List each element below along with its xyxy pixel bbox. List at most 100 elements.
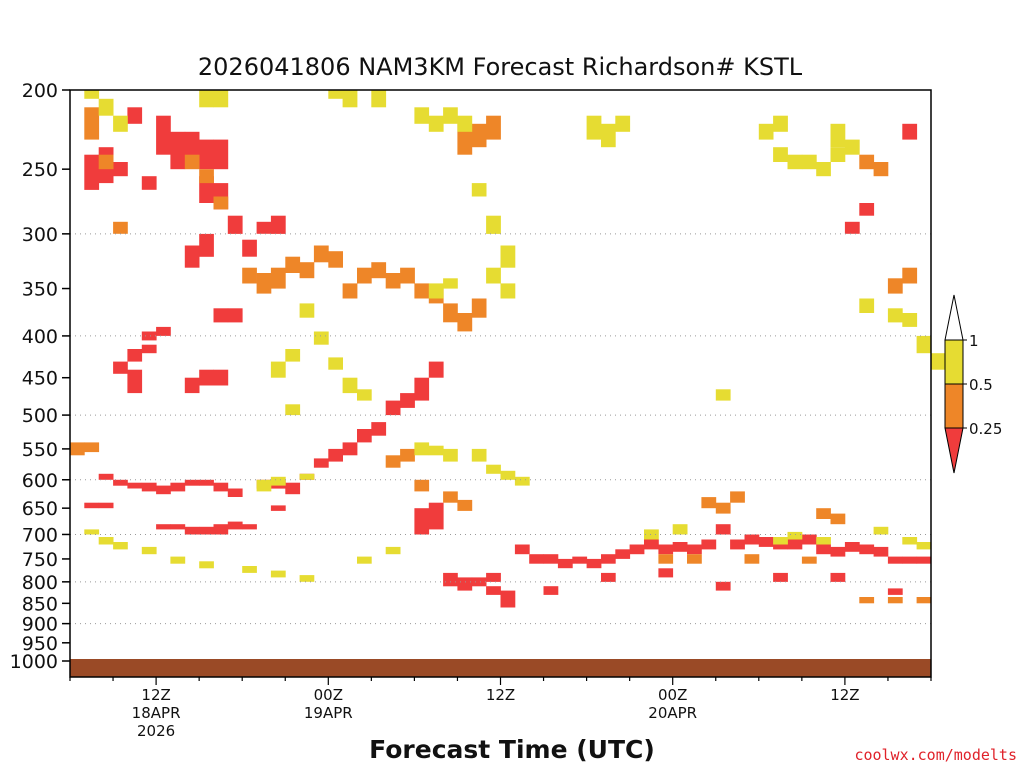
heatmap-cell-0-79 (701, 539, 717, 550)
heatmap-cell-0-69 (557, 558, 573, 569)
heatmap-cell-0-59 (428, 502, 444, 530)
heatmap-cell-0-4 (141, 176, 157, 190)
heatmap-cell-0-32 (141, 482, 157, 492)
heatmap-cell-2-29 (299, 473, 315, 480)
y-tick-label-450: 450 (22, 368, 58, 390)
heatmap-cell-1-35 (830, 513, 846, 525)
x-tick-label-6-1: 18APR (132, 704, 181, 722)
heatmap-cell-2-65 (644, 529, 659, 540)
heatmap-cell-1-14 (357, 267, 372, 284)
heatmap-cell-2-9 (428, 115, 444, 132)
heatmap-cell-2-70 (816, 537, 831, 545)
heatmap-cell-0-61 (443, 572, 458, 587)
heatmap-cell-1-41 (84, 442, 100, 453)
heatmap-cell-0-17 (256, 221, 272, 234)
heatmap-cell-2-39 (113, 542, 128, 550)
ground-band (70, 659, 931, 677)
heatmap-cell-1-0 (84, 107, 100, 140)
heatmap-cell-1-39 (902, 267, 918, 284)
heatmap-cell-2-38 (98, 537, 114, 545)
heatmap-cell-0-8 (184, 131, 200, 162)
heatmap-cell-0-34 (170, 482, 186, 492)
heatmap-cell-1-38 (887, 278, 903, 294)
heatmap-cells (70, 90, 946, 608)
heatmap-cell-2-25 (285, 349, 301, 362)
chart-title: 2026041806 NAM3KM Forecast Richardson# K… (198, 53, 803, 81)
heatmap-cell-0-56 (400, 393, 415, 408)
heatmap-cell-0-18 (270, 215, 286, 234)
heatmap-cell-0-82 (744, 534, 760, 545)
heatmap-cell-0-104 (859, 203, 875, 216)
heatmap-cell-1-46 (859, 597, 875, 604)
heatmap-cell-1-17 (400, 267, 415, 284)
heatmap-cell-1-32 (715, 502, 731, 514)
x-axis-label: Forecast Time (UTC) (369, 735, 655, 764)
heatmap-cell-0-105 (902, 123, 918, 140)
heatmap-cell-1-43 (687, 554, 702, 564)
heatmap-cell-2-52 (830, 147, 846, 162)
heatmap-cell-2-37 (84, 529, 100, 535)
heatmap-cell-1-42 (658, 554, 674, 564)
heatmap-cell-1-6 (242, 267, 257, 284)
heatmap-cell-0-80 (715, 524, 731, 535)
heatmap-cell-2-50 (801, 154, 817, 170)
heatmap-cell-2-22 (342, 377, 358, 394)
heatmap-cell-2-69 (787, 531, 803, 540)
heatmap-cell-2-55 (859, 298, 875, 313)
heatmap-cell-0-36 (199, 479, 214, 486)
heatmap-cell-2-3 (199, 90, 214, 108)
heatmap-cell-0-60 (414, 508, 430, 535)
heatmap-cell-2-43 (242, 566, 257, 573)
x-tick-label-54-0: 12Z (830, 686, 859, 704)
heatmap-cell-0-106 (84, 502, 100, 509)
x-tick-label-18-1: 19APR (304, 704, 353, 722)
colorbar-label-1: 0.5 (969, 376, 993, 394)
heatmap-cell-0-92 (887, 556, 903, 564)
heatmap-cell-0-70 (572, 556, 588, 564)
heatmap-cell-0-93 (902, 556, 918, 564)
heatmap-cell-1-44 (744, 554, 760, 564)
heatmap-cell-1-34 (816, 508, 831, 519)
heatmap-cell-0-62 (457, 577, 473, 591)
heatmap-cell-1-4 (199, 169, 214, 184)
heatmap-cell-2-26 (285, 404, 301, 416)
heatmap-cell-1-10 (299, 262, 315, 279)
heatmap-cell-2-11 (457, 115, 473, 132)
heatmap-cell-0-7 (170, 131, 186, 170)
heatmap-cell-0-37 (213, 482, 229, 492)
heatmap-cell-2-72 (902, 537, 918, 545)
colorbar-bottom-arrow (944, 427, 964, 474)
heatmap-cell-0-42 (199, 526, 214, 535)
heatmap-cell-1-48 (916, 597, 932, 604)
heatmap-cell-2-71 (873, 526, 889, 535)
heatmap-cell-1-21 (457, 313, 473, 332)
heatmap-cell-0-30 (113, 479, 128, 486)
heatmap-cell-2-6 (342, 90, 358, 108)
y-tick-label-250: 250 (22, 159, 58, 181)
heatmap-cell-2-2 (113, 115, 128, 132)
heatmap-cell-0-74 (629, 544, 645, 555)
heatmap-cell-0-71 (586, 558, 602, 569)
heatmap-cell-0-66 (514, 544, 530, 555)
heatmap-cell-0-102 (887, 588, 903, 595)
heatmap-cell-1-12 (328, 251, 343, 268)
heatmap-cell-2-62 (586, 115, 602, 140)
heatmap-cell-2-10 (443, 107, 458, 124)
heatmap-cell-0-0 (84, 154, 100, 190)
heatmap-cell-2-30 (414, 442, 430, 456)
heatmap-cell-0-19 (213, 308, 229, 323)
heatmap-cell-0-35 (184, 479, 200, 486)
heatmap-cell-2-47 (385, 546, 401, 555)
heatmap-cell-1-13 (342, 283, 358, 299)
colorbar-top-arrow (944, 294, 964, 341)
y-tick-label-350: 350 (22, 279, 58, 301)
heatmap-cell-0-44 (227, 521, 243, 530)
heatmap-cell-0-103 (844, 221, 860, 234)
credit-link[interactable]: coolwx.com/modelts (854, 746, 1017, 764)
heatmap-cell-1-37 (873, 162, 889, 177)
heatmap-cell-0-41 (184, 526, 200, 535)
heatmap-cell-0-89 (844, 542, 860, 552)
heatmap-cell-0-13 (184, 245, 200, 268)
heatmap-cell-1-22 (471, 298, 487, 318)
y-tick-label-950: 950 (22, 633, 58, 655)
